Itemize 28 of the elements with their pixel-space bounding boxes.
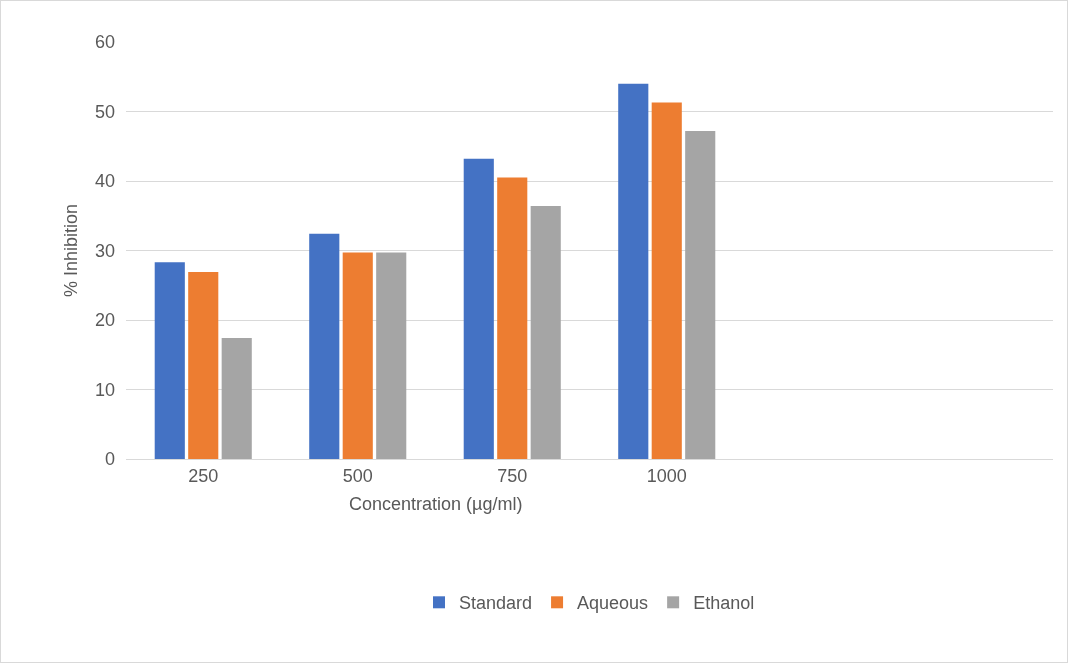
y-axis-title: % Inhibition	[61, 203, 82, 298]
bar	[685, 130, 716, 459]
legend-label: Aqueous	[577, 593, 649, 614]
bar	[309, 233, 340, 459]
y-tick-label: 60	[94, 32, 115, 53]
bar	[342, 252, 373, 459]
bar	[376, 252, 407, 459]
y-tick-label: 40	[94, 171, 115, 192]
x-tick-label: 1000	[646, 465, 687, 486]
legend-label: Ethanol	[693, 593, 755, 614]
y-tick-label: 10	[94, 379, 115, 400]
y-tick-label: 0	[104, 449, 115, 470]
x-tick-label: 250	[188, 465, 219, 486]
bar	[221, 338, 252, 459]
y-tick-label: 20	[94, 310, 115, 331]
bar	[530, 206, 561, 459]
x-tick-label: 750	[497, 465, 528, 486]
legend-label: Standard	[459, 593, 533, 614]
bar	[497, 177, 528, 459]
x-tick-label: 500	[342, 465, 373, 486]
bar	[154, 262, 185, 459]
y-tick-label: 30	[94, 240, 115, 261]
bar	[188, 272, 219, 459]
bar	[463, 158, 494, 459]
bar	[651, 102, 682, 459]
bar	[618, 83, 649, 459]
y-tick-label: 50	[94, 101, 115, 122]
x-axis-title: Concentration (µg/ml)	[349, 494, 523, 514]
